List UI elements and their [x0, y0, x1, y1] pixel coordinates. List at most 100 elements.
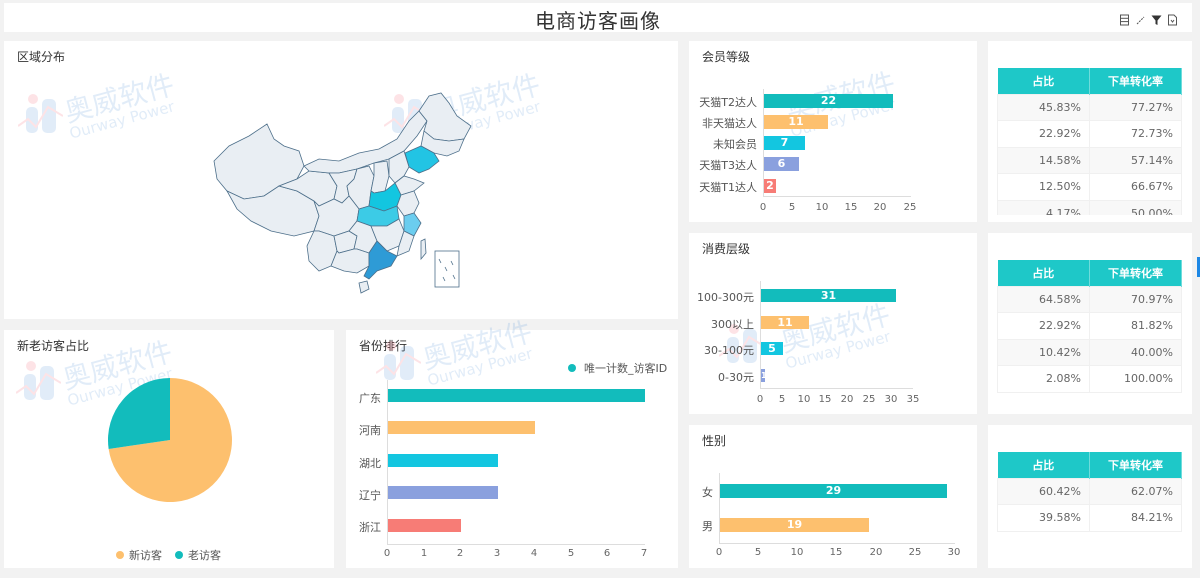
- x-tick: 10: [790, 547, 804, 558]
- map-region-fujian: [396, 230, 415, 257]
- x-tick: 3: [493, 548, 501, 559]
- table-row: 10.42% 40.00%: [997, 338, 1182, 366]
- col-header-conversion[interactable]: 下单转化率: [1089, 260, 1182, 286]
- bar-zhejiang[interactable]: [388, 519, 461, 532]
- member-conversion-table: 占比 下单转化率 45.83% 77.27% 22.92% 72.73% 14.58…: [997, 68, 1182, 222]
- bar-hubei[interactable]: [388, 454, 498, 467]
- category-label: 天猫T3达人: [699, 159, 757, 172]
- x-tick: 0: [759, 202, 767, 213]
- x-tick: 7: [640, 548, 648, 559]
- legend-dot: [568, 364, 576, 372]
- x-tick: 5: [788, 202, 796, 213]
- map-region-liaoning: [404, 145, 440, 174]
- category-label: 广东: [359, 392, 381, 405]
- watermark-logo-icon: [16, 361, 61, 400]
- table-icon[interactable]: [1119, 11, 1130, 26]
- region-map-title: 区域分布: [17, 50, 66, 64]
- col-header-ratio[interactable]: 占比: [997, 68, 1090, 94]
- province-title: 省份排行: [359, 339, 408, 353]
- bar-value[interactable]: 22: [764, 94, 893, 108]
- spending-title: 消费层级: [702, 242, 751, 256]
- china-map[interactable]: [209, 91, 474, 296]
- legend-label-new[interactable]: 新访客: [129, 549, 162, 562]
- gender-conversion-table: 占比 下单转化率 60.42% 62.07% 39.58% 84.21%: [997, 452, 1182, 532]
- spending-level-card: 消费层级 奥威软件 Ourway Power 100-300元 300以上 30…: [689, 233, 977, 414]
- x-tick: 35: [906, 394, 920, 405]
- province-legend: 唯一计数_访客ID: [568, 360, 667, 376]
- category-label: 浙江: [359, 521, 381, 534]
- map-region-shanxi: [370, 160, 390, 194]
- bar-henan[interactable]: [388, 421, 535, 434]
- filter-icon[interactable]: [1151, 11, 1162, 25]
- x-tick: 20: [873, 202, 887, 213]
- bar-value[interactable]: 7: [764, 136, 805, 150]
- map-region-guangdong: [363, 240, 398, 280]
- x-tick: 4: [530, 548, 538, 559]
- x-tick: 25: [862, 394, 876, 405]
- col-header-ratio[interactable]: 占比: [997, 260, 1090, 286]
- category-label: 女: [702, 486, 713, 499]
- legend-dot-new: [116, 551, 124, 559]
- bar-value[interactable]: 11: [764, 115, 828, 129]
- expand-icon[interactable]: [1135, 11, 1146, 25]
- region-map-card: 区域分布 奥威软件 Ourway Power 奥威软件 Ourway Power: [4, 41, 678, 319]
- legend-label-old[interactable]: 老访客: [188, 549, 221, 562]
- bar-value[interactable]: 11: [761, 316, 809, 329]
- col-header-ratio[interactable]: 占比: [997, 452, 1090, 478]
- map-region-zhejiang: [403, 212, 422, 237]
- x-tick: 15: [829, 547, 843, 558]
- bar-value[interactable]: 6: [764, 157, 799, 171]
- bar-value[interactable]: 1: [761, 369, 765, 382]
- bar-value[interactable]: 5: [761, 342, 783, 355]
- table-scroll-clip[interactable]: [988, 215, 1192, 222]
- x-tick: 10: [797, 394, 811, 405]
- side-scroll-marker[interactable]: [1197, 257, 1200, 277]
- category-label: 100-300元: [697, 291, 754, 304]
- x-tick: 1: [420, 548, 428, 559]
- col-header-conversion[interactable]: 下单转化率: [1089, 452, 1182, 478]
- legend-label[interactable]: 唯一计数_访客ID: [584, 362, 668, 375]
- x-tick: 5: [778, 394, 786, 405]
- bar-guangdong[interactable]: [388, 389, 645, 402]
- pie-title: 新老访客占比: [17, 339, 90, 353]
- x-tick: 5: [567, 548, 575, 559]
- table-row: 22.92% 81.82%: [997, 312, 1182, 340]
- member-title: 会员等级: [702, 50, 751, 64]
- category-label: 天猫T1达人: [699, 181, 757, 194]
- pie-chart[interactable]: [106, 376, 234, 504]
- pie-legend: 新访客 老访客: [116, 547, 221, 563]
- x-tick: 20: [869, 547, 883, 558]
- x-tick: 15: [844, 202, 858, 213]
- col-header-conversion[interactable]: 下单转化率: [1089, 68, 1182, 94]
- bar-value[interactable]: 29: [720, 484, 947, 498]
- category-label: 辽宁: [359, 489, 381, 502]
- legend-dot-old: [175, 551, 183, 559]
- table-row: 45.83% 77.27%: [997, 93, 1182, 121]
- table-row: 39.58% 84.21%: [997, 504, 1182, 532]
- x-tick: 20: [840, 394, 854, 405]
- map-region-taiwan: [420, 238, 427, 261]
- watermark-logo-icon: [18, 94, 63, 133]
- dashboard-header: 电商访客画像: [4, 3, 1192, 33]
- category-label: 未知会员: [713, 138, 757, 151]
- member-table-card: 占比 下单转化率 45.83% 77.27% 22.92% 72.73% 14.58…: [988, 41, 1192, 222]
- visitor-pie-card: 新老访客占比 奥威软件 Ourway Power 新访客 老访客: [4, 330, 334, 568]
- pie-slice-old-visitor: [107, 378, 170, 449]
- bar-value[interactable]: 31: [761, 289, 896, 302]
- bar-liaoning[interactable]: [388, 486, 498, 499]
- x-tick: 15: [818, 394, 832, 405]
- x-tick: 6: [603, 548, 611, 559]
- x-tick: 30: [947, 547, 961, 558]
- x-axis: [760, 388, 913, 389]
- category-label: 男: [702, 520, 713, 533]
- spending-table-card: 占比 下单转化率 64.58% 70.97% 22.92% 81.82% 10.42…: [988, 233, 1192, 414]
- south-sea-inset: [434, 250, 460, 288]
- table-row: 22.92% 72.73%: [997, 120, 1182, 148]
- bar-value[interactable]: 2: [764, 179, 776, 193]
- bar-value[interactable]: 19: [720, 518, 869, 532]
- export-icon[interactable]: [1167, 11, 1178, 26]
- x-axis: [387, 544, 645, 545]
- category-label: 非天猫达人: [702, 117, 757, 130]
- x-axis: [719, 543, 955, 544]
- map-region-guangxi: [330, 248, 370, 274]
